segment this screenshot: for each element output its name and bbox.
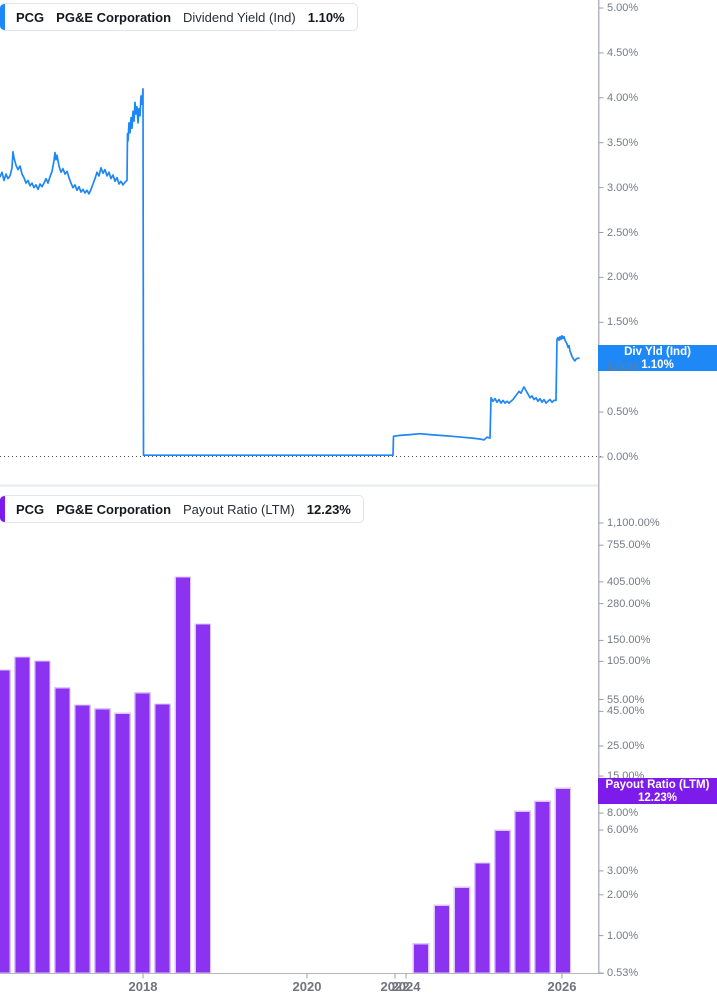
payout-flag-name: Payout Ratio (LTM)	[605, 779, 710, 792]
y-axis-tick-label: 2.50%	[607, 226, 639, 239]
y-axis-tick-label: 150.00%	[607, 634, 651, 647]
y-axis-tick-label: 1.00%	[607, 929, 639, 942]
y-axis-tick-label: 55.00%	[607, 693, 645, 706]
y-axis-tick-label: 3.00%	[607, 864, 639, 877]
payout-ratio-bar[interactable]	[53, 687, 71, 974]
y-axis-tick-label: 25.00%	[607, 739, 645, 752]
legend-ticker: PCG	[16, 9, 45, 25]
y-axis-tick-label: 0.53%	[607, 967, 639, 980]
y-axis-tick-label: 1.00%	[607, 361, 639, 374]
div-yld-flag-value: 1.10%	[641, 358, 674, 371]
y-axis-tick-label: 1,100.00%	[607, 517, 660, 529]
x-axis-tick-label: 2020	[292, 979, 322, 994]
payout-ratio-bar[interactable]	[74, 704, 91, 974]
legend-dividend-yield[interactable]: PCG PG&E Corporation Dividend Yield (Ind…	[0, 3, 358, 31]
payout-ratio-value-flag: Payout Ratio (LTM) 12.23%	[598, 778, 717, 805]
legend-metric: Payout Ratio (LTM)	[183, 501, 295, 517]
payout-ratio-bar[interactable]	[412, 943, 430, 974]
div-yld-value-flag: Div Yld (Ind) 1.10%	[598, 345, 717, 372]
y-axis-tick-label: 4.50%	[607, 46, 639, 59]
payout-ratio-bar[interactable]	[453, 886, 471, 974]
payout-ratio-bar[interactable]	[94, 708, 111, 974]
legend-accent-purple	[0, 496, 5, 522]
y-axis-tick-label: 755.00%	[607, 539, 651, 552]
x-axis-tick-label: 2026	[547, 979, 577, 994]
legend-metric: Dividend Yield (Ind)	[183, 9, 296, 25]
payout-ratio-bar[interactable]	[134, 692, 151, 974]
y-axis-tick-label: 405.00%	[607, 575, 651, 588]
x-axis-tick-label: 2018	[128, 979, 158, 994]
payout-ratio-bar[interactable]	[433, 904, 451, 974]
y-axis-tick-label: 5.00%	[607, 2, 639, 14]
payout-ratio-bar[interactable]	[13, 656, 31, 974]
y-axis-tick-label: 3.00%	[607, 181, 639, 194]
payout-ratio-bar[interactable]	[534, 800, 552, 974]
legend-value: 12.23%	[306, 501, 351, 517]
y-axis-tick-label: 6.00%	[607, 824, 639, 837]
dividend-yield-line[interactable]	[0, 87, 580, 457]
payout-flag-value: 12.23%	[637, 791, 677, 804]
payout-ratio-bar[interactable]	[154, 703, 171, 974]
legend-payout-ratio[interactable]: PCG PG&E Corporation Payout Ratio (LTM) …	[0, 495, 364, 523]
payout-ratio-bar[interactable]	[0, 669, 11, 974]
payout-ratio-bar[interactable]	[494, 829, 511, 974]
legend-value: 1.10%	[307, 9, 345, 25]
y-axis-tick-label: 2.00%	[607, 271, 639, 284]
legend-accent-blue	[0, 4, 5, 30]
payout-ratio-bar[interactable]	[114, 712, 131, 974]
legend-ticker: PCG	[16, 501, 45, 517]
y-axis-tick-label: 4.00%	[607, 91, 639, 104]
y-axis-tick-label: 1.50%	[607, 316, 639, 329]
y-axis-tick-label: 3.50%	[607, 136, 639, 149]
y-axis-tick-label: 45.00%	[607, 705, 645, 718]
legend-company: PG&E Corporation	[56, 501, 172, 517]
y-axis-tick-label: 0.50%	[607, 406, 639, 419]
y-axis-tick-label: 8.00%	[607, 807, 639, 820]
payout-ratio-bar[interactable]	[473, 862, 491, 974]
y-axis-tick-label: 2.00%	[607, 888, 639, 901]
payout-ratio-bar[interactable]	[554, 787, 572, 974]
y-axis-tick-label: 0.00%	[607, 451, 639, 463]
payout-ratio-bar[interactable]	[174, 576, 192, 974]
legend-company: PG&E Corporation	[56, 9, 172, 25]
y-axis-tick-label: 280.00%	[607, 597, 651, 610]
payout-ratio-bar[interactable]	[514, 810, 531, 974]
div-yld-flag-name: Div Yld (Ind)	[624, 346, 691, 359]
payout-ratio-bar[interactable]	[194, 623, 212, 974]
payout-ratio-bar[interactable]	[33, 660, 51, 974]
x-axis-tick-label: 2024	[391, 979, 421, 994]
y-axis-tick-label: 105.00%	[607, 655, 651, 668]
x-axis-tick-label: 2022	[380, 979, 410, 994]
